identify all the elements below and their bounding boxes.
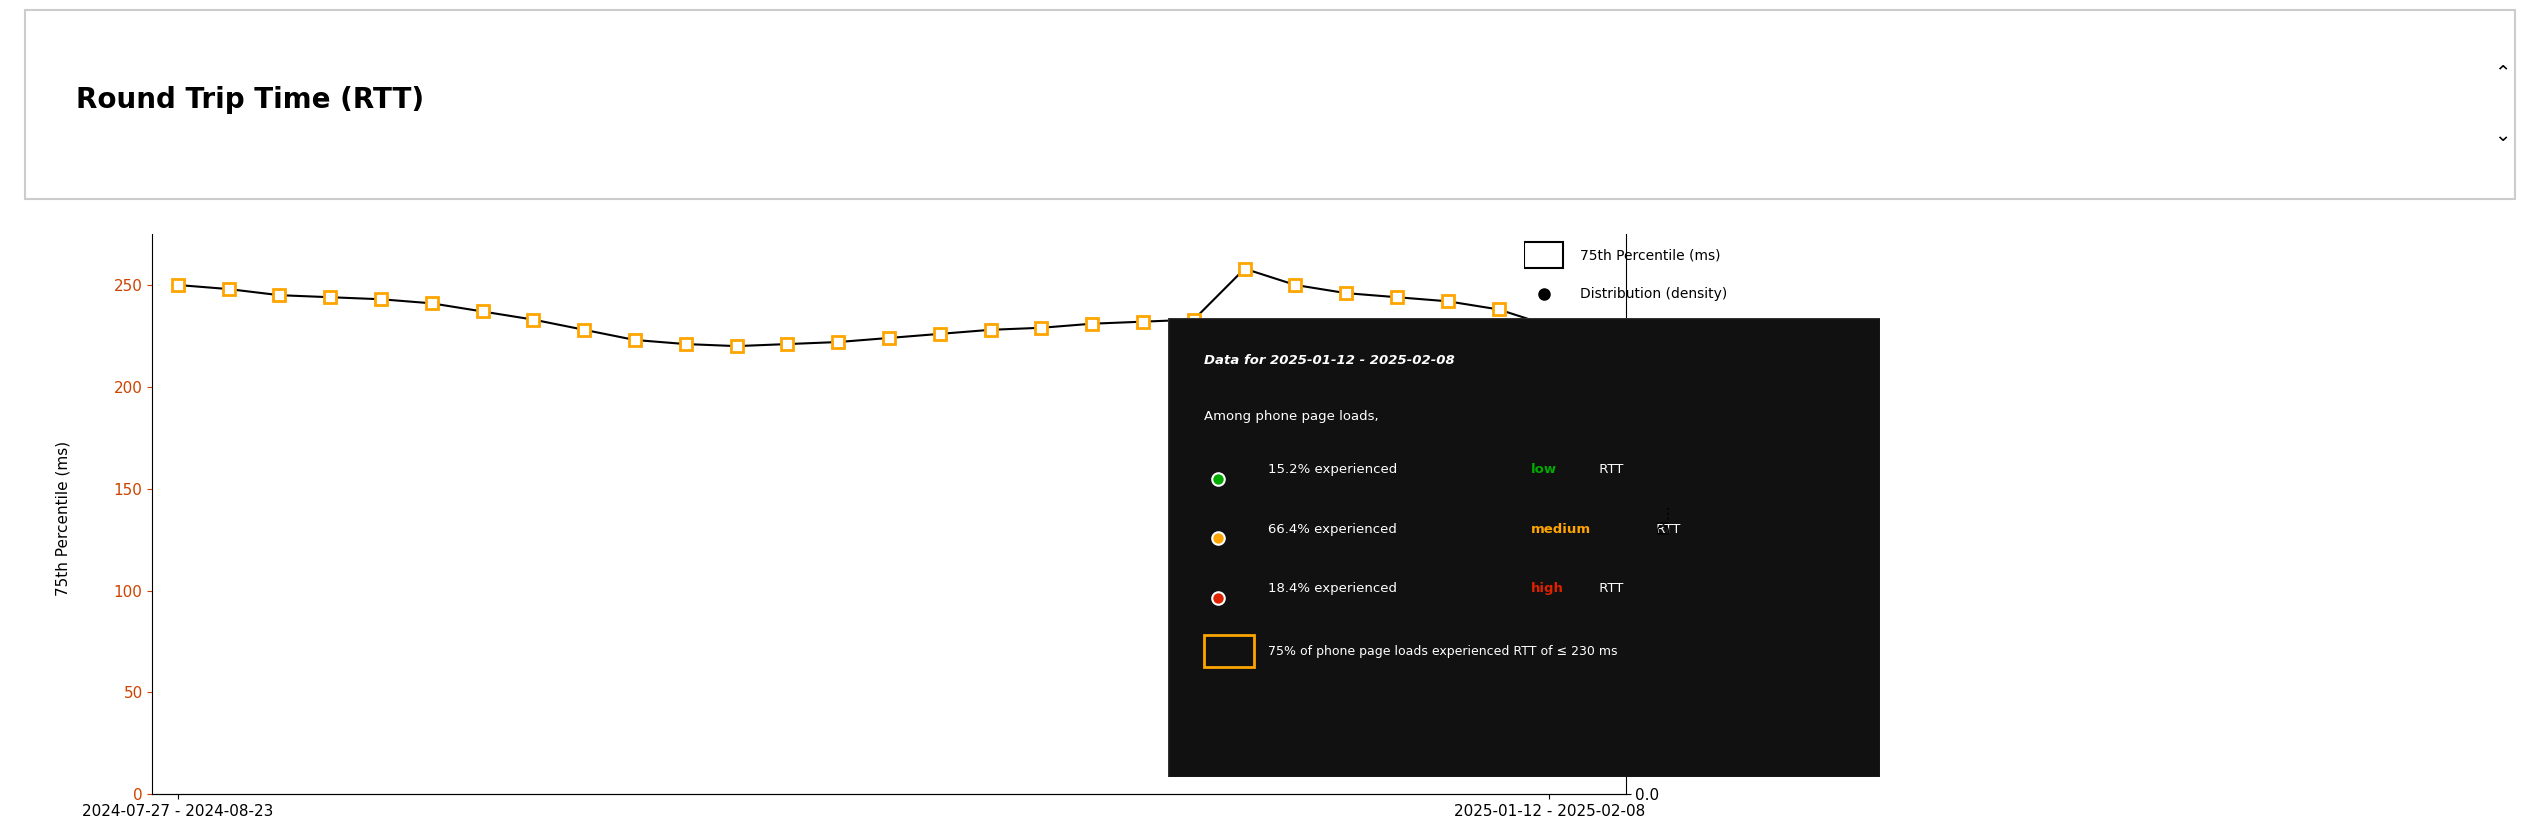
- Text: 18.4% experienced: 18.4% experienced: [1267, 583, 1402, 595]
- Bar: [1524, 242, 1562, 268]
- Text: ⌃: ⌃: [2494, 64, 2510, 83]
- Text: 75% of phone page loads experienced RTT of ≤ 230 ms: 75% of phone page loads experienced RTT …: [1267, 645, 1618, 658]
- Text: high: high: [1532, 583, 1565, 595]
- FancyBboxPatch shape: [1168, 318, 1880, 777]
- Text: RTT: RTT: [1595, 463, 1623, 476]
- Text: Round Trip Time (RTT): Round Trip Time (RTT): [76, 86, 424, 115]
- Text: medium: medium: [1532, 522, 1590, 536]
- Text: RTT: RTT: [1595, 583, 1623, 595]
- Text: RTT: RTT: [1651, 522, 1681, 536]
- Bar: [1204, 635, 1255, 667]
- Text: Among phone page loads,: Among phone page loads,: [1204, 410, 1379, 423]
- Text: low: low: [1532, 463, 1557, 476]
- Text: Data for 2025-01-12 - 2025-02-08: Data for 2025-01-12 - 2025-02-08: [1204, 354, 1455, 368]
- Text: 15.2% experienced: 15.2% experienced: [1267, 463, 1402, 476]
- Text: ⌄: ⌄: [2494, 126, 2510, 145]
- Text: Di...: Di...: [1656, 503, 1671, 533]
- Text: 66.4% experienced: 66.4% experienced: [1267, 522, 1402, 536]
- Text: Distribution (density): Distribution (density): [1580, 288, 1727, 301]
- Text: 75th Percentile (ms): 75th Percentile (ms): [1580, 248, 1720, 263]
- Text: 75th Percentile (ms): 75th Percentile (ms): [56, 441, 71, 596]
